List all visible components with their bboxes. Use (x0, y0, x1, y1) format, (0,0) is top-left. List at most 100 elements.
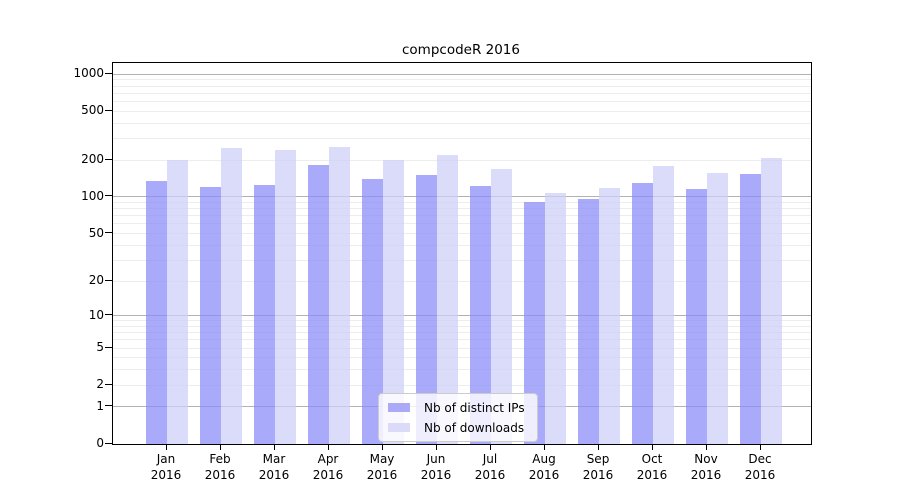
x-tick-mark (382, 444, 383, 450)
minor-gridline (113, 85, 811, 87)
minor-gridline (113, 244, 811, 246)
y-tick-label: 5 (96, 340, 104, 355)
x-tick-year: 2016 (204, 468, 236, 482)
minor-gridline (113, 320, 811, 322)
x-tick-month: Apr (317, 452, 339, 466)
bar-distinct-ips (740, 174, 761, 444)
minor-gridline (113, 122, 811, 124)
legend-label-downloads: Nb of downloads (424, 420, 525, 435)
bar-downloads (653, 165, 674, 444)
bar-distinct-ips (362, 179, 383, 444)
x-tick-month: Feb (209, 452, 231, 466)
y-tick-label: 10 (88, 307, 104, 322)
bar-distinct-ips (470, 185, 491, 444)
x-tick-label: Jul 2016 (458, 451, 522, 483)
x-tick-label: Jun 2016 (404, 451, 468, 483)
minor-gridline (113, 215, 811, 217)
x-tick-year: 2016 (744, 468, 776, 482)
x-tick-label: Nov 2016 (674, 451, 738, 483)
x-tick-year: 2016 (366, 468, 398, 482)
x-tick-year: 2016 (690, 468, 722, 482)
legend-swatch-downloads (388, 423, 410, 432)
bar-downloads (275, 150, 296, 444)
minor-gridline (113, 159, 811, 161)
minor-gridline (113, 110, 811, 112)
y-tick-mark (105, 195, 112, 197)
minor-gridline (113, 79, 811, 81)
x-tick-mark (544, 444, 545, 450)
plot-area: Nb of distinct IPs Nb of downloads (112, 62, 812, 445)
y-tick-label: 100 (81, 188, 104, 203)
bar-distinct-ips (416, 175, 437, 444)
y-tick-label: 1000 (73, 66, 104, 81)
x-tick-mark (436, 444, 437, 450)
y-tick-mark (105, 279, 112, 281)
x-tick-label: Sep 2016 (566, 451, 630, 483)
x-tick-label: Aug 2016 (512, 451, 576, 483)
bar-distinct-ips (524, 201, 545, 444)
x-tick-month: Nov (694, 452, 718, 466)
x-tick-month: Jun (426, 452, 446, 466)
x-tick-mark (760, 444, 761, 450)
x-tick-month: Aug (532, 452, 556, 466)
minor-gridline (113, 100, 811, 102)
y-tick-mark (105, 383, 112, 385)
x-tick-year: 2016 (150, 468, 182, 482)
y-tick-mark (105, 232, 112, 233)
x-tick-month: Mar (262, 452, 286, 466)
x-tick-year: 2016 (474, 468, 506, 482)
bar-downloads (707, 172, 728, 444)
y-tick-label: 200 (81, 152, 104, 166)
y-tick-label: 2 (96, 377, 104, 392)
bar-distinct-ips (254, 185, 275, 444)
x-tick-label: Mar 2016 (242, 451, 306, 483)
bar-downloads (491, 168, 512, 444)
minor-gridline (113, 369, 811, 371)
y-tick-label: 1 (96, 398, 104, 413)
x-tick-label: Jan 2016 (134, 451, 198, 483)
x-tick-mark (274, 444, 275, 450)
minor-gridline (113, 259, 811, 261)
bar-downloads (221, 148, 242, 444)
minor-gridline (113, 357, 811, 359)
bar-downloads (383, 160, 404, 444)
bar-downloads (761, 157, 782, 444)
bar-distinct-ips (578, 199, 599, 444)
x-tick-mark (706, 444, 707, 450)
minor-gridline (113, 208, 811, 210)
x-tick-month: Jan (156, 452, 176, 466)
bar-downloads (545, 192, 566, 444)
minor-gridline (113, 92, 811, 94)
x-tick-label: Dec 2016 (728, 451, 792, 483)
x-tick-label: Oct 2016 (620, 451, 684, 483)
y-tick-mark (105, 314, 112, 316)
minor-gridline (113, 347, 811, 349)
bar-downloads (599, 188, 620, 444)
y-tick-label: 0 (96, 436, 104, 450)
minor-gridline (113, 137, 811, 139)
minor-gridline (113, 223, 811, 225)
minor-gridline (113, 384, 811, 386)
minor-gridline (113, 280, 811, 282)
x-tick-year: 2016 (258, 468, 290, 482)
y-tick-label: 500 (81, 103, 104, 118)
y-tick-mark (105, 442, 112, 444)
x-tick-year: 2016 (636, 468, 668, 482)
y-tick-mark (105, 158, 112, 160)
bar-distinct-ips (308, 165, 329, 444)
legend: Nb of distinct IPs Nb of downloads (378, 393, 538, 442)
y-tick-label: 20 (88, 273, 104, 287)
x-tick-mark (220, 444, 221, 450)
x-tick-year: 2016 (312, 468, 344, 482)
bar-downloads (437, 155, 458, 444)
y-tick-mark (105, 346, 112, 348)
x-tick-month: May (369, 452, 395, 466)
x-tick-label: Apr 2016 (296, 451, 360, 483)
x-tick-mark (598, 444, 599, 450)
bar-distinct-ips (200, 187, 221, 444)
minor-gridline (113, 325, 811, 327)
minor-gridline (113, 202, 811, 203)
minor-gridline (113, 339, 811, 341)
x-tick-mark (652, 444, 653, 450)
x-tick-year: 2016 (582, 468, 614, 482)
